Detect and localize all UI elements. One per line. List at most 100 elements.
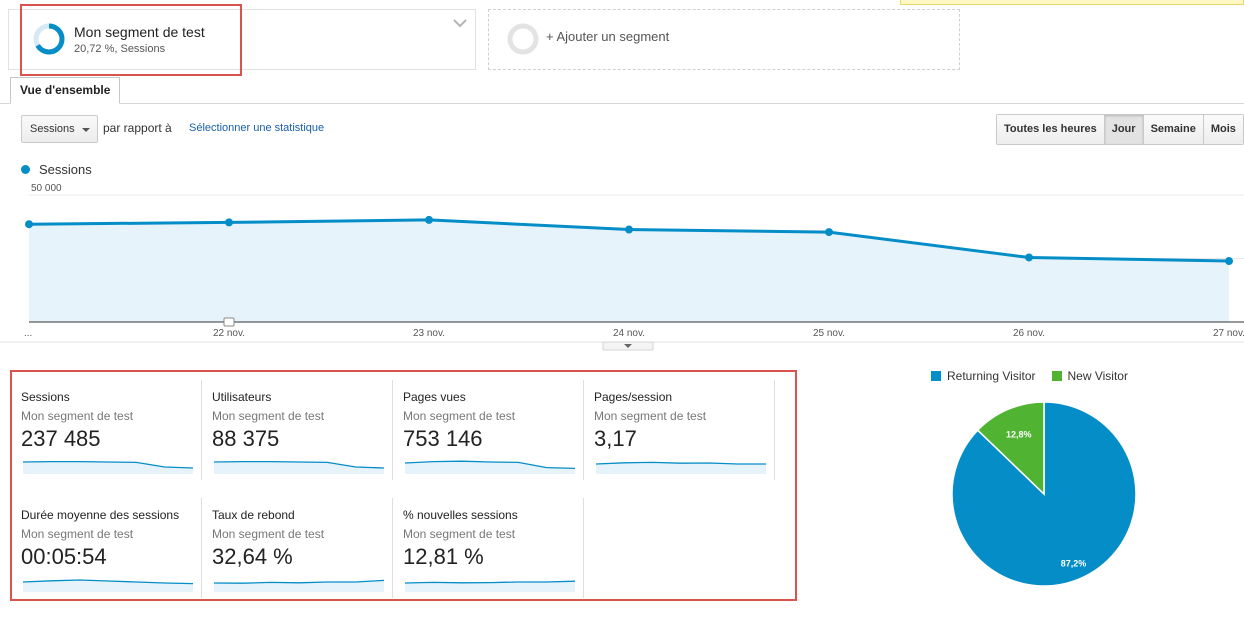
pie-legend-new: New Visitor	[1051, 369, 1128, 383]
segment-highlight-box	[20, 4, 242, 76]
data-point[interactable]	[1225, 257, 1233, 266]
data-point[interactable]	[1025, 253, 1033, 262]
x-tick-label: 27 nov.	[1213, 328, 1244, 339]
metric-select-value: Sessions	[30, 123, 75, 135]
pie-legend-label-new: New Visitor	[1067, 369, 1128, 383]
legend-dot-sessions	[21, 165, 30, 174]
legend-swatch-new	[1051, 371, 1062, 381]
metric-title: % nouvelles sessions	[403, 508, 518, 522]
compare-label: par rapport à	[103, 121, 172, 135]
data-point[interactable]	[425, 215, 433, 224]
metric-card[interactable]: Pages/session Mon segment de test 3,17	[585, 372, 775, 482]
metric-value: 88 375	[212, 426, 280, 451]
date-range-group: Toutes les heures Jour Semaine Mois	[996, 114, 1244, 145]
metric-value: 12,81 %	[403, 544, 484, 569]
metric-divider	[392, 498, 393, 598]
metric-title: Pages vues	[403, 390, 466, 404]
sparkline-line	[214, 460, 384, 469]
sparkline-line	[23, 460, 193, 469]
pie-legend-label-returning: Returning Visitor	[947, 369, 1036, 383]
metric-divider	[583, 380, 584, 480]
data-point[interactable]	[825, 228, 833, 237]
metric-value: 32,64 %	[212, 544, 293, 569]
range-week-button[interactable]: Semaine	[1143, 115, 1204, 144]
metric-card[interactable]: Utilisateurs Mon segment de test 88 375	[203, 372, 393, 482]
pie-legend-returning: Returning Visitor	[931, 369, 1036, 383]
add-segment-label: + Ajouter un segment	[546, 29, 670, 44]
metric-title: Sessions	[21, 390, 70, 404]
metric-select[interactable]: Sessions	[21, 115, 98, 143]
caret-down-icon	[82, 128, 90, 132]
x-tick-label: 22 nov.	[213, 328, 245, 339]
chevron-down-icon[interactable]	[453, 18, 467, 28]
metric-value: 3,17	[594, 426, 637, 451]
chart-legend: Sessions	[21, 162, 92, 177]
metric-segment: Mon segment de test	[21, 527, 134, 541]
metric-segment: Mon segment de test	[212, 409, 325, 423]
metric-title: Taux de rebond	[212, 508, 295, 522]
pie-legend: Returning Visitor New Visitor	[931, 369, 1144, 383]
sparkline-area	[405, 461, 575, 474]
add-segment-card[interactable]: + Ajouter un segment	[488, 9, 960, 70]
data-point[interactable]	[25, 220, 33, 229]
metric-segment: Mon segment de test	[21, 409, 134, 423]
metric-divider	[201, 498, 202, 598]
x-tick-label: 25 nov.	[813, 328, 845, 339]
sparkline-area	[23, 580, 193, 592]
pie-slice-label: 12,8%	[1006, 430, 1032, 440]
sparkline-line	[214, 579, 384, 584]
metric-card[interactable]: Taux de rebond Mon segment de test 32,64 %	[203, 490, 393, 600]
metric-card[interactable]: Pages vues Mon segment de test 753 146	[394, 372, 584, 482]
notice-strip	[900, 0, 1244, 5]
tab-bar-divider	[0, 103, 1244, 104]
metric-sparkline	[23, 579, 193, 592]
x-tick-label: 23 nov.	[413, 328, 445, 339]
sessions-line-chart: 50 00025 000...22 nov.23 nov.24 nov.25 n…	[0, 183, 1244, 351]
segment-card-active[interactable]: Mon segment de test 20,72 %, Sessions	[8, 9, 476, 70]
metric-divider	[583, 498, 584, 598]
legend-swatch-returning	[931, 371, 941, 381]
sparkline-line	[596, 461, 766, 465]
metric-divider	[201, 380, 202, 480]
metric-sparkline	[214, 460, 384, 474]
metric-sparkline	[596, 461, 766, 474]
segment-title: Mon segment de test	[74, 24, 205, 40]
range-month-button[interactable]: Mois	[1203, 115, 1243, 144]
visitor-pie-chart: 87,2% 12,8%	[951, 401, 1137, 587]
sparkline-area	[23, 461, 193, 474]
sparkline-line	[405, 580, 575, 584]
metric-divider	[774, 380, 775, 480]
empty-ring-icon	[507, 23, 539, 55]
sparkline-line	[405, 460, 575, 470]
metric-title: Pages/session	[594, 390, 673, 404]
segment-ring-icon	[33, 23, 65, 55]
pie-slice[interactable]	[976, 401, 1045, 496]
range-hourly-button[interactable]: Toutes les heures	[997, 115, 1105, 144]
metric-value: 753 146	[403, 426, 483, 451]
metric-segment: Mon segment de test	[403, 527, 516, 541]
metric-card[interactable]: Sessions Mon segment de test 237 485	[12, 372, 202, 482]
sparkline-area	[214, 461, 384, 474]
metric-title: Utilisateurs	[212, 390, 272, 404]
metric-card[interactable]: Durée moyenne des sessions Mon segment de…	[12, 490, 202, 600]
metric-value: 00:05:54	[21, 544, 107, 569]
range-day-button[interactable]: Jour	[1104, 115, 1144, 144]
caret-down-icon	[624, 344, 632, 348]
metric-card[interactable]: % nouvelles sessions Mon segment de test 1…	[394, 490, 584, 600]
metric-sparkline	[214, 579, 384, 592]
metrics-panel: Sessions Mon segment de test 237 485 Utilis…	[10, 370, 797, 601]
metric-sparkline	[405, 460, 575, 474]
data-point[interactable]	[225, 218, 233, 227]
y-tick-label: 50 000	[31, 183, 62, 194]
annotation-marker-icon[interactable]	[223, 317, 235, 327]
metric-divider	[392, 380, 393, 480]
segment-subtitle: 20,72 %, Sessions	[74, 43, 166, 55]
metric-sparkline	[23, 460, 193, 474]
sparkline-area	[596, 462, 766, 474]
metric-segment: Mon segment de test	[594, 409, 707, 423]
data-point[interactable]	[625, 225, 633, 234]
tab-overview[interactable]: Vue d'ensemble	[10, 77, 121, 104]
pie-slice-label: 87,2%	[1061, 558, 1087, 568]
metric-value: 237 485	[21, 426, 101, 451]
select-metric-link[interactable]: Sélectionner une statistique	[189, 122, 325, 134]
